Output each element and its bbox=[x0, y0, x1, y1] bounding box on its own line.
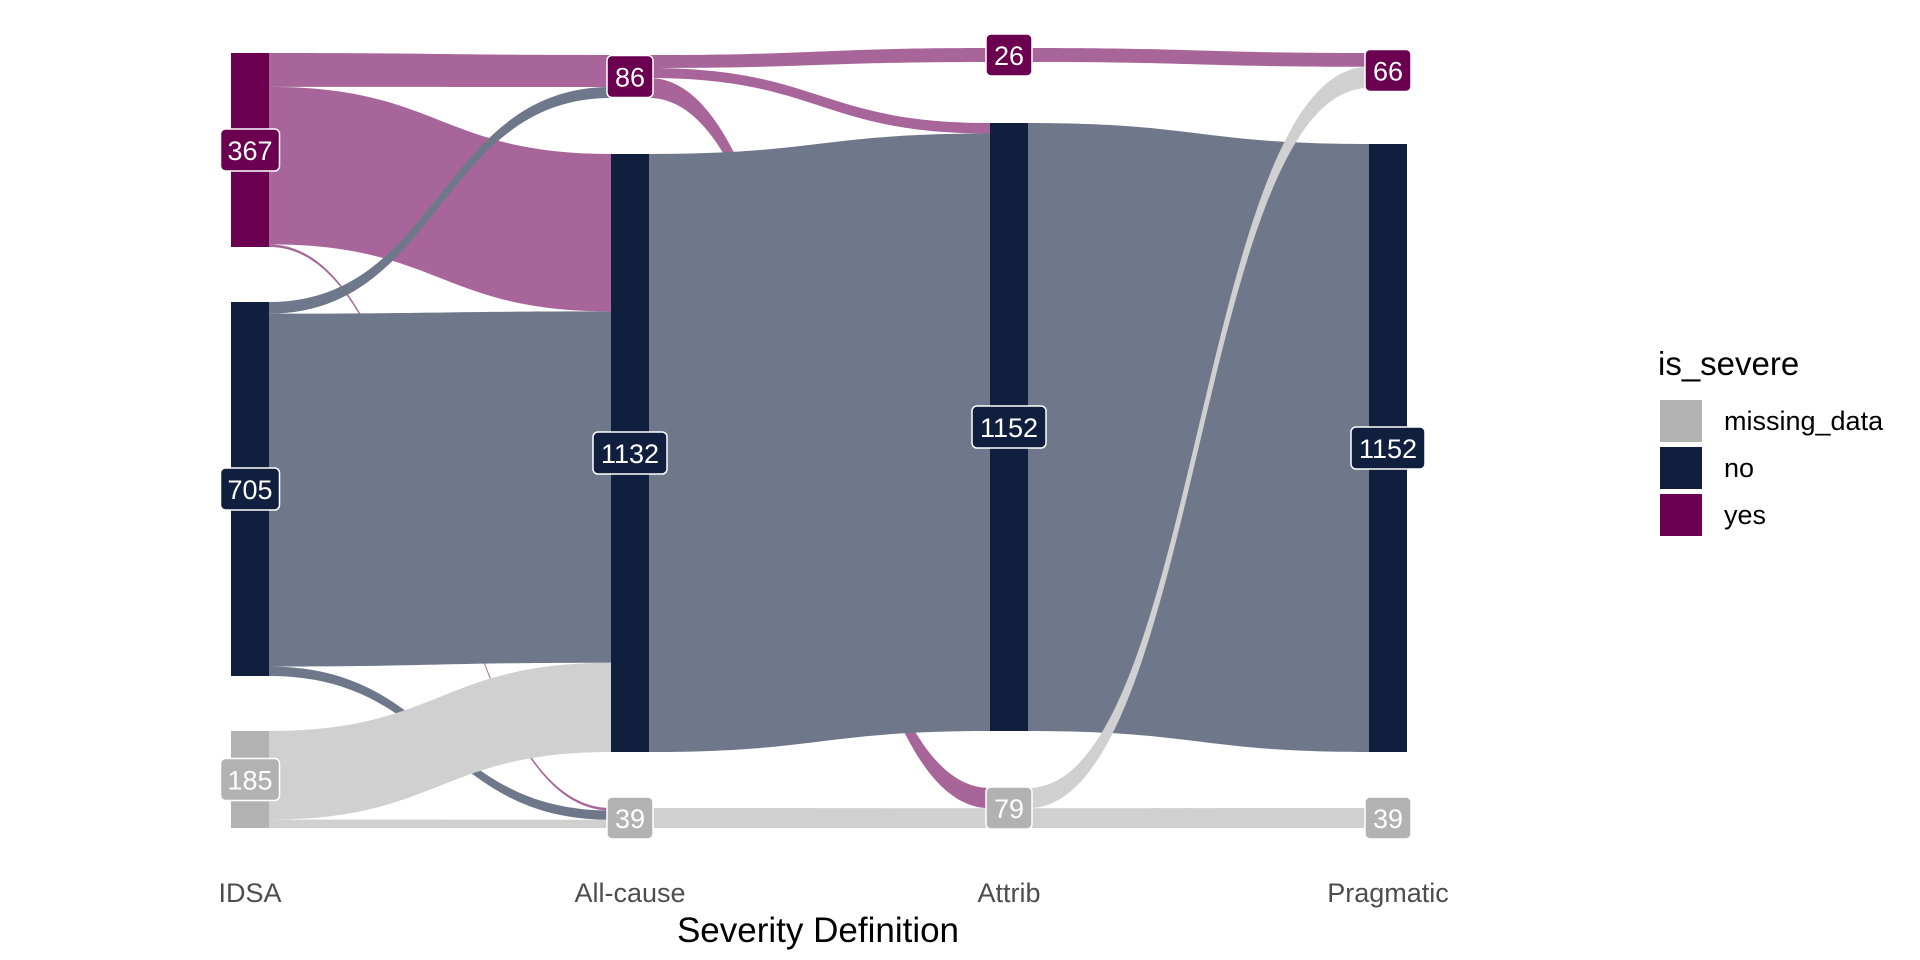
node-label-all-cause-yes: 86 bbox=[606, 54, 654, 99]
legend-key-no bbox=[1660, 447, 1702, 489]
node-label-pragmatic-no: 1152 bbox=[1350, 426, 1426, 470]
node-label-value: 1152 bbox=[980, 413, 1038, 443]
node-label-idsa-no: 705 bbox=[219, 467, 281, 511]
node-label-box bbox=[971, 405, 1047, 449]
node-label-idsa-missing-data: 185 bbox=[219, 757, 281, 802]
node-label-value: 1132 bbox=[601, 439, 659, 469]
x-tick-idsa: IDSA bbox=[218, 878, 281, 908]
node-label-value: 367 bbox=[227, 136, 272, 166]
flow-idsa-yes-to-yes bbox=[269, 53, 611, 87]
node-label-value: 705 bbox=[227, 475, 272, 505]
node-label-value: 1152 bbox=[1359, 434, 1417, 464]
node-label-attrib-missing-data: 79 bbox=[985, 786, 1033, 830]
node-label-value: 79 bbox=[994, 794, 1024, 824]
flow-idsa-missing-data-to-missing-data bbox=[269, 819, 611, 828]
node-label-box bbox=[592, 431, 668, 475]
node-label-idsa-yes: 367 bbox=[219, 128, 281, 172]
node-label-all-cause-missing-data: 39 bbox=[606, 796, 654, 840]
node-label-value: 39 bbox=[615, 804, 645, 834]
flow-idsa-missing-data-to-no bbox=[269, 662, 611, 820]
legend-key-yes bbox=[1660, 494, 1702, 536]
flow-idsa-no-to-yes bbox=[269, 87, 611, 314]
node-label-box bbox=[219, 467, 281, 511]
legend-label-yes: yes bbox=[1724, 500, 1766, 530]
node-label-attrib-no: 1152 bbox=[971, 405, 1047, 449]
flows-layer bbox=[269, 48, 1369, 828]
node-label-value: 26 bbox=[994, 41, 1024, 71]
flow-all-cause-no-to-no bbox=[649, 133, 990, 753]
node-label-all-cause-no: 1132 bbox=[592, 431, 668, 475]
node-label-box bbox=[219, 757, 281, 802]
node-label-box bbox=[1364, 796, 1412, 840]
flow-attrib-missing-data-to-missing-data bbox=[1028, 808, 1369, 828]
node-label-pragmatic-yes: 66 bbox=[1364, 48, 1412, 93]
flow-all-cause-yes-to-yes bbox=[649, 48, 990, 68]
node-label-value: 86 bbox=[615, 63, 645, 93]
node-label-pragmatic-missing-data: 39 bbox=[1364, 796, 1412, 840]
node-label-box bbox=[1364, 48, 1412, 93]
node-labels-layer: 367 705 185 86 1132 39 26 1152 79 66 1152 39 bbox=[219, 33, 1426, 840]
node-label-attrib-yes: 26 bbox=[985, 33, 1033, 77]
node-label-value: 185 bbox=[227, 766, 272, 796]
flow-all-cause-yes-to-no bbox=[649, 68, 990, 134]
node-label-box bbox=[606, 54, 654, 99]
node-label-box bbox=[1350, 426, 1426, 470]
x-axis: IDSA All-cause Attrib Pragmatic bbox=[218, 878, 1448, 908]
node-label-box bbox=[219, 128, 281, 172]
flow-all-cause-missing-data-to-missing-data bbox=[649, 808, 990, 828]
node-label-box bbox=[606, 796, 654, 840]
node-label-box bbox=[985, 786, 1033, 830]
flow-attrib-yes-to-yes bbox=[1028, 48, 1369, 67]
nodes-layer bbox=[231, 48, 1407, 828]
legend-title: is_severe bbox=[1658, 345, 1799, 382]
legend-label-no: no bbox=[1724, 453, 1754, 483]
node-label-value: 66 bbox=[1373, 57, 1403, 87]
x-tick-pragmatic: Pragmatic bbox=[1327, 878, 1449, 908]
flow-idsa-no-to-no bbox=[269, 311, 611, 667]
x-tick-attrib: Attrib bbox=[977, 878, 1040, 908]
node-label-value: 39 bbox=[1373, 804, 1403, 834]
legend-label-missing-data: missing_data bbox=[1724, 406, 1884, 436]
legend-key-missing-data bbox=[1660, 400, 1702, 442]
x-axis-title: Severity Definition bbox=[677, 911, 959, 950]
flow-attrib-missing-data-to-yes bbox=[1028, 66, 1369, 809]
node-label-box bbox=[985, 33, 1033, 77]
x-tick-all-cause: All-cause bbox=[574, 878, 685, 908]
